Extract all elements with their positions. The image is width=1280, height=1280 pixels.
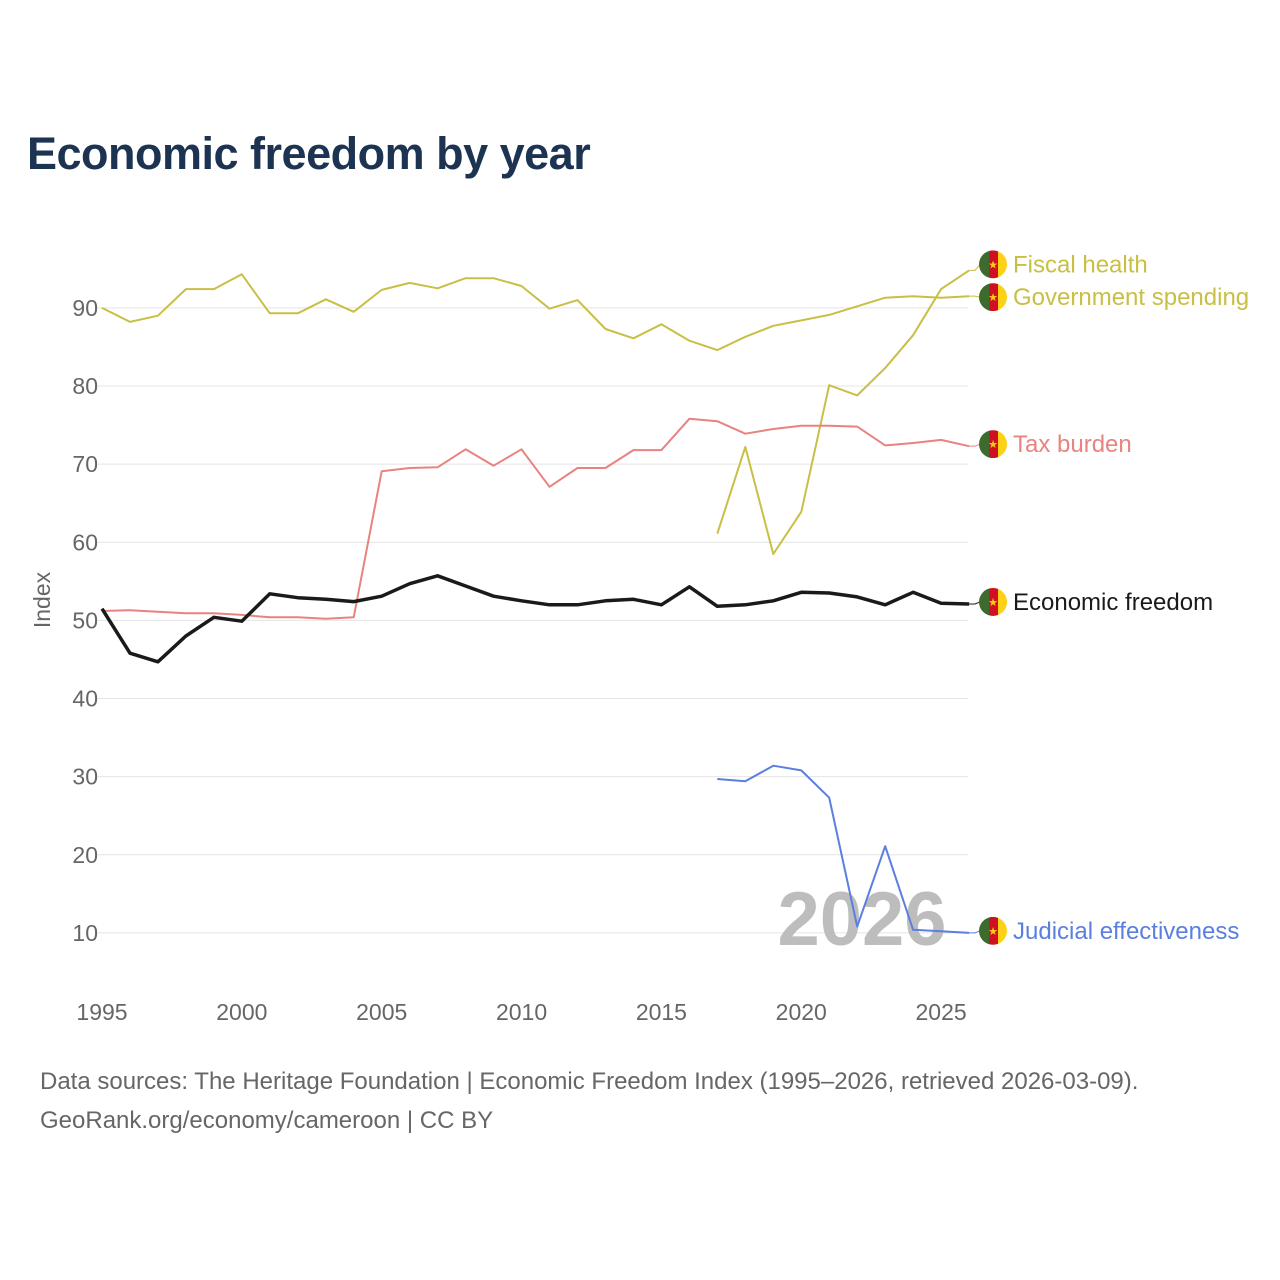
x-tick-label: 2000 [216,999,267,1025]
y-tick-label: 20 [72,842,98,868]
svg-text:★: ★ [988,439,998,451]
chart-title: Economic freedom by year [27,128,591,179]
series-label: Tax burden [1013,431,1132,458]
series-line-judicial-effectiveness [717,764,970,934]
y-axis-label: Index [29,571,55,628]
y-tick-label: 30 [72,764,98,790]
cameroon-flag-icon: ★ [979,430,1007,459]
x-tick-label: 2010 [496,999,547,1025]
x-tick-label: 2025 [916,999,967,1025]
y-tick-label: 10 [72,920,98,946]
svg-text:★: ★ [988,292,998,304]
year-watermark: 2026 [777,877,946,962]
y-tick-label: 90 [72,295,98,321]
series-line-government-spending [101,273,970,352]
svg-text:★: ★ [988,597,998,609]
y-tick-label: 80 [72,373,98,399]
series-label: Economic freedom [1013,589,1213,616]
svg-text:★: ★ [988,926,998,938]
y-tick-label: 60 [72,529,98,555]
svg-text:★: ★ [988,259,998,271]
series-line-fiscal-health [716,269,970,555]
x-tick-label: 2015 [636,999,687,1025]
data-sources: Data sources: The Heritage Foundation | … [40,1068,1139,1095]
cameroon-flag-icon: ★ [979,250,1007,279]
series-line-economic-freedom [100,574,970,664]
y-tick-label: 40 [72,686,98,712]
series-label: Fiscal health [1013,251,1148,278]
x-tick-label: 2005 [356,999,407,1025]
source-link[interactable]: GeoRank.org/economy/cameroon | CC BY [40,1107,494,1134]
cameroon-flag-icon: ★ [979,916,1007,945]
series-line-tax-burden [101,417,970,620]
y-tick-label: 70 [72,451,98,477]
cameroon-flag-icon: ★ [979,283,1007,312]
cameroon-flag-icon: ★ [979,587,1007,616]
y-tick-label: 50 [72,607,98,633]
x-tick-label: 1995 [76,999,127,1025]
x-tick-label: 2020 [776,999,827,1025]
series-label: Government spending [1013,284,1249,311]
series-label: Judicial effectiveness [1013,918,1239,945]
